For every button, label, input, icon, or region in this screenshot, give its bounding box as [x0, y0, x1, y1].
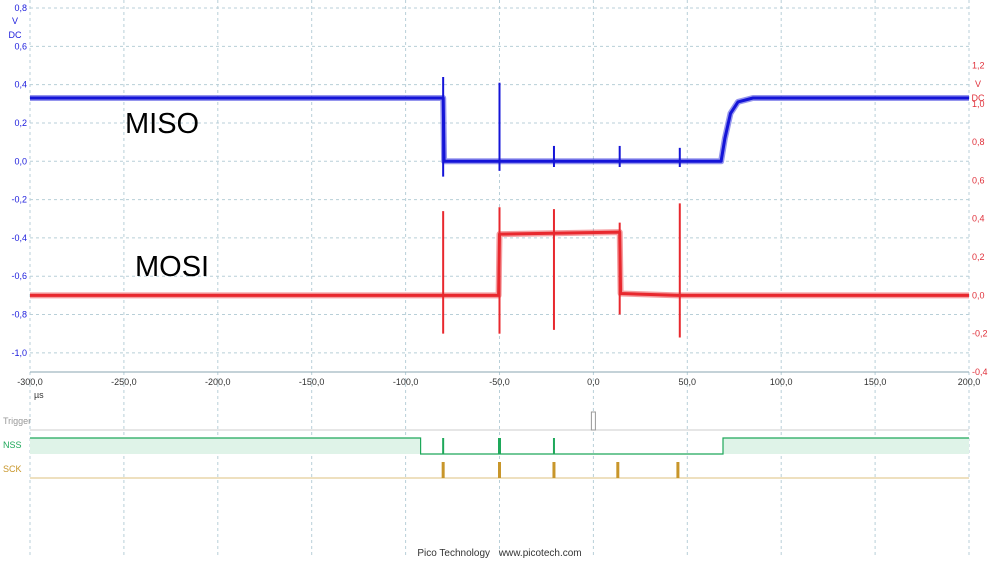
left-tick-label: -0,8 [11, 310, 27, 320]
sck-clock-pulse [552, 462, 556, 478]
x-tick-label: 100,0 [770, 377, 793, 387]
left-tick-label: 0,6 [14, 41, 27, 51]
x-tick-label: -200,0 [205, 377, 231, 387]
left-tick-label: -1,0 [11, 348, 27, 358]
nss-high-fill [30, 438, 421, 454]
right-axis-coupling: DC [972, 93, 985, 103]
x-tick-label: -300,0 [17, 377, 43, 387]
left-tick-label: -0,2 [11, 195, 27, 205]
left-axis-unit: V [12, 16, 18, 26]
x-tick-label: -50,0 [489, 377, 510, 387]
right-tick-label: 0,4 [972, 214, 985, 224]
x-tick-label: 0,0 [587, 377, 600, 387]
sck-clock-pulse [441, 462, 445, 478]
sck-clock-pulse [676, 462, 680, 478]
left-axis-coupling: DC [9, 30, 22, 40]
footer: Pico Technology www.picotech.com [0, 548, 999, 559]
right-tick-label: 0,8 [972, 137, 985, 147]
digital-channel-name: NSS [3, 440, 22, 450]
x-axis-unit: µs [34, 390, 44, 400]
analog-traces [30, 76, 969, 338]
nss-waveform [30, 437, 969, 455]
left-tick-label: -0,6 [11, 271, 27, 281]
footer-url: www.picotech.com [498, 548, 582, 559]
right-voltage-axis: V DC 1,2 1,0 0,8 0,6 0,4 0,2 0,0 -0,2 -0,4 [972, 60, 988, 377]
right-tick-label: 0,0 [972, 290, 985, 300]
left-tick-label: 0,2 [14, 118, 27, 128]
digital-channel-name: Trigger [3, 416, 31, 426]
right-tick-label: 1,2 [972, 60, 985, 70]
mosi-label: MOSI [135, 251, 209, 283]
left-voltage-axis: V DC 0,8 0,6 0,4 0,2 0,0 -0,2 -0,4 -0,6 -0,8 -1,0 [9, 3, 28, 358]
right-tick-label: 0,6 [972, 175, 985, 185]
nss-high-fill [722, 438, 969, 454]
footer-brand: Pico Technology [417, 548, 491, 559]
right-axis-unit: V [975, 79, 981, 89]
x-tick-label: 50,0 [679, 377, 697, 387]
digital-channels: Trigger NSS SCK [3, 411, 969, 479]
x-tick-label: -100,0 [393, 377, 419, 387]
sck-clock-pulse [616, 462, 620, 478]
digital-channel-name: SCK [3, 464, 22, 474]
right-tick-label: -0,4 [972, 367, 988, 377]
miso-label: MISO [125, 108, 199, 140]
left-tick-label: -0,4 [11, 233, 27, 243]
sck-clock-pulse [498, 462, 501, 478]
right-tick-label: 1,0 [972, 99, 985, 109]
time-axis: µs -300,0 -250,0 -200,0 -150,0 -100,0 -50,0 0,… [17, 377, 980, 400]
x-tick-label: 150,0 [864, 377, 887, 387]
x-tick-label: -150,0 [299, 377, 325, 387]
left-tick-label: 0,4 [14, 80, 27, 90]
right-tick-label: 0,2 [972, 252, 985, 262]
x-tick-label: -250,0 [111, 377, 137, 387]
x-tick-label: 200,0 [958, 377, 981, 387]
trigger-marker [590, 411, 596, 431]
left-tick-label: 0,0 [14, 156, 27, 166]
left-tick-label: 0,8 [14, 3, 27, 13]
right-tick-label: -0,2 [972, 329, 988, 339]
